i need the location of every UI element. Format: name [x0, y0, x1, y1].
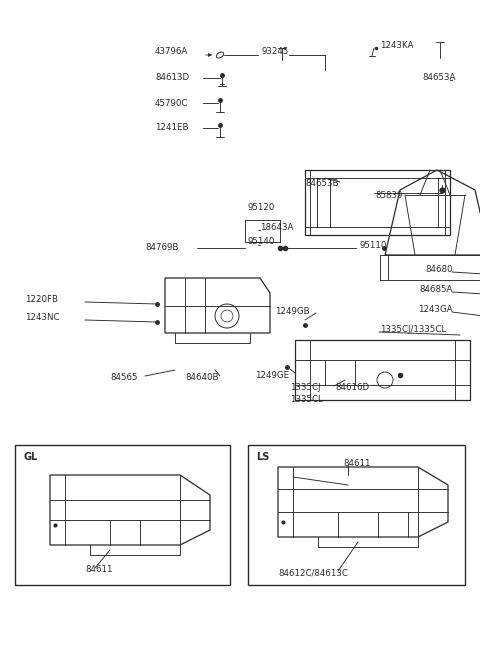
Text: 95120: 95120: [248, 204, 276, 212]
Bar: [248, 445, 465, 585]
Text: 18643A: 18643A: [260, 223, 293, 233]
Text: 1243KA: 1243KA: [380, 41, 413, 49]
Text: 1241EB: 1241EB: [155, 124, 189, 133]
Text: 84616D: 84616D: [335, 384, 369, 392]
Text: 84680: 84680: [425, 265, 453, 275]
Text: 84611: 84611: [343, 459, 371, 468]
Text: 93245: 93245: [262, 47, 289, 57]
Text: 84685A: 84685A: [420, 286, 453, 294]
Text: 1335CJ: 1335CJ: [290, 384, 321, 392]
Bar: [15, 445, 230, 585]
Text: 84611: 84611: [85, 566, 112, 574]
Text: 84565: 84565: [110, 373, 137, 382]
Text: LS: LS: [256, 452, 269, 462]
Text: 84612C/84613C: 84612C/84613C: [278, 568, 348, 578]
Text: 1243NC: 1243NC: [25, 313, 60, 323]
Text: 85839: 85839: [375, 191, 402, 200]
Text: 84613D: 84613D: [155, 74, 189, 83]
Text: 1243GA: 1243GA: [419, 306, 453, 315]
Text: 95140: 95140: [248, 237, 276, 246]
Text: 95110: 95110: [360, 240, 387, 250]
Text: 84640B: 84640B: [185, 373, 218, 382]
Text: GL: GL: [23, 452, 37, 462]
Text: 1220FB: 1220FB: [25, 296, 58, 304]
Text: 1335CJ/1335CL: 1335CJ/1335CL: [380, 325, 446, 334]
Text: 43796A: 43796A: [155, 47, 188, 57]
Text: 1249GB: 1249GB: [275, 307, 310, 317]
Text: 1249GE: 1249GE: [255, 371, 289, 380]
Text: 84653A: 84653A: [422, 74, 456, 83]
Text: 84653B: 84653B: [305, 179, 338, 187]
Text: 84769B: 84769B: [145, 244, 179, 252]
Text: 1335CL: 1335CL: [290, 396, 323, 405]
Text: 45790C: 45790C: [155, 99, 188, 108]
